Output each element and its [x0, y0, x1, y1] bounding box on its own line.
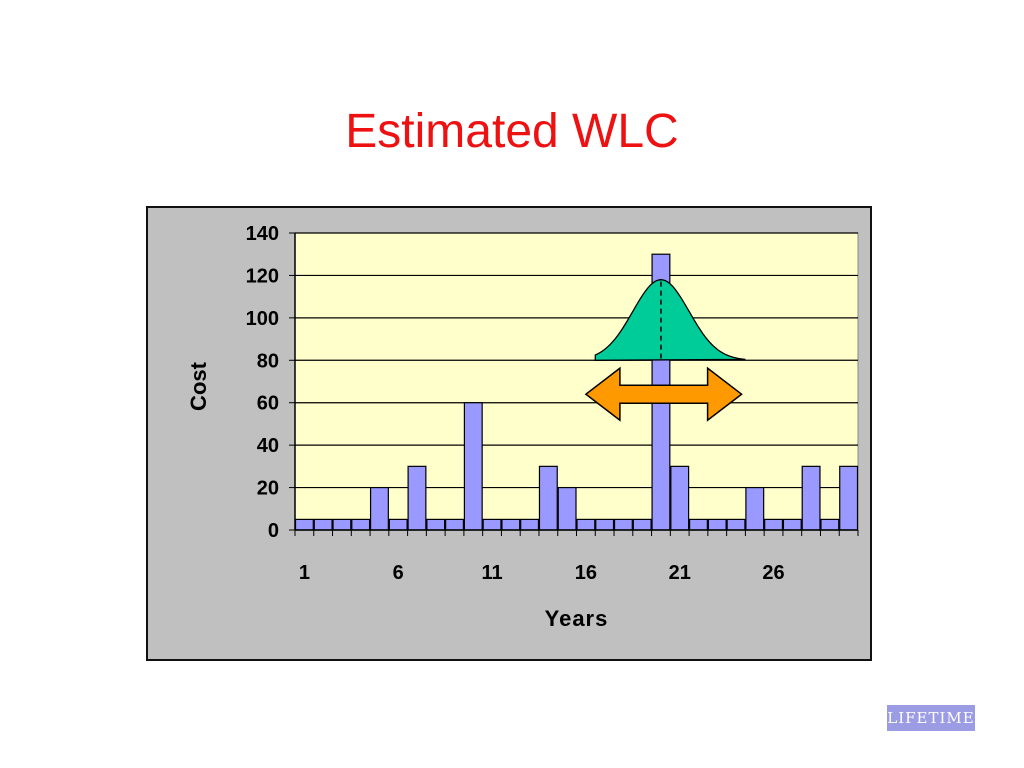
- bar: [764, 518, 784, 531]
- bar: [782, 518, 802, 531]
- y-tick-label: 120: [246, 265, 279, 287]
- x-axis-label: Years: [545, 606, 609, 631]
- bar: [670, 465, 690, 531]
- lifetime-logo: LIFETIME: [887, 705, 975, 731]
- x-tick-label: 11: [481, 562, 502, 584]
- bar: [445, 518, 464, 531]
- bar: [520, 518, 540, 531]
- bar: [632, 518, 652, 531]
- y-tick-label: 100: [246, 308, 279, 330]
- bar: [745, 486, 765, 531]
- bar: [294, 518, 314, 531]
- bar: [351, 518, 371, 531]
- y-tick-label: 0: [268, 520, 279, 542]
- slide-title: Estimated WLC: [345, 105, 679, 158]
- bar: [313, 518, 333, 531]
- y-tick-label: 40: [257, 435, 279, 457]
- x-tick-label: 16: [575, 562, 597, 584]
- y-tick-label: 140: [246, 223, 279, 245]
- bar: [820, 518, 840, 531]
- bar: [426, 518, 446, 531]
- chart-frame: 0 20 40 60 80 100 120 140 1 6 11 16 21 26 Years Cost: [146, 206, 872, 661]
- bar: [407, 465, 427, 531]
- y-tick-label: 80: [257, 350, 279, 372]
- x-tick-label: 6: [393, 562, 404, 584]
- bar: [707, 518, 727, 531]
- bar: [501, 518, 521, 531]
- bar: [688, 518, 708, 531]
- bar: [576, 518, 596, 531]
- x-tick-label: 26: [762, 562, 784, 584]
- plot-area: [294, 232, 859, 531]
- bar: [463, 402, 483, 531]
- y-tick-label: 20: [257, 478, 279, 500]
- distribution-curve: [594, 279, 746, 361]
- bar: [801, 465, 821, 531]
- bar: [613, 518, 633, 531]
- bar: [538, 465, 558, 531]
- bar: [369, 486, 389, 531]
- y-tick-label: 60: [257, 393, 279, 415]
- y-axis-label: Cost: [186, 361, 211, 411]
- bar: [482, 518, 502, 531]
- x-tick-label: 1: [299, 562, 310, 584]
- bar: [557, 486, 577, 531]
- double-arrow: [584, 366, 743, 422]
- x-tick-label: 21: [669, 562, 691, 584]
- bar: [726, 518, 746, 531]
- bar: [595, 518, 615, 531]
- bar: [839, 465, 859, 531]
- bar: [388, 518, 408, 531]
- bar: [332, 518, 352, 531]
